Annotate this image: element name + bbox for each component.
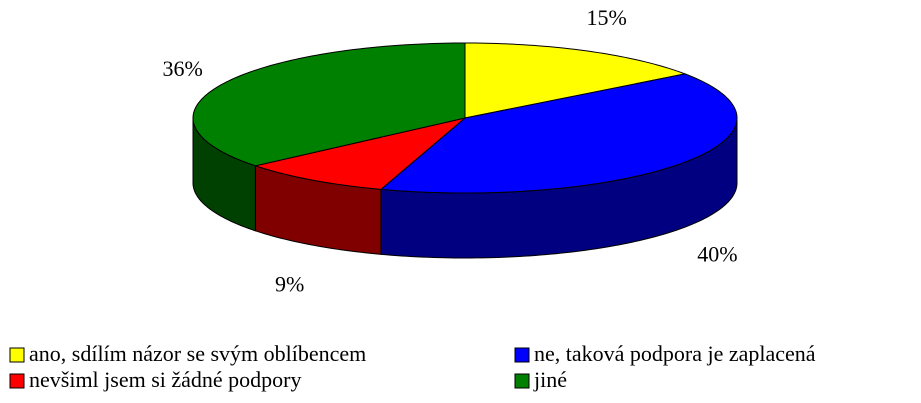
legend-label: jiné — [533, 367, 567, 392]
slice — [253, 117, 466, 190]
legend-label: nevšiml jsem si žádné podpory — [29, 367, 302, 392]
legend-label: ne, taková podpora je zaplacená — [534, 341, 816, 366]
legend-label: ano, sdílím názor se svým oblíbencem — [29, 341, 366, 366]
slice — [379, 73, 738, 194]
legend-swatch — [514, 373, 530, 389]
data-label: 9% — [275, 271, 304, 296]
legend-swatch — [514, 347, 530, 363]
slice — [192, 42, 466, 167]
legend-swatch — [9, 347, 25, 363]
data-label: 40% — [697, 242, 737, 267]
data-label: 15% — [586, 5, 626, 30]
data-label: 36% — [163, 56, 203, 81]
slice — [464, 42, 687, 119]
legend-swatch — [9, 373, 25, 389]
